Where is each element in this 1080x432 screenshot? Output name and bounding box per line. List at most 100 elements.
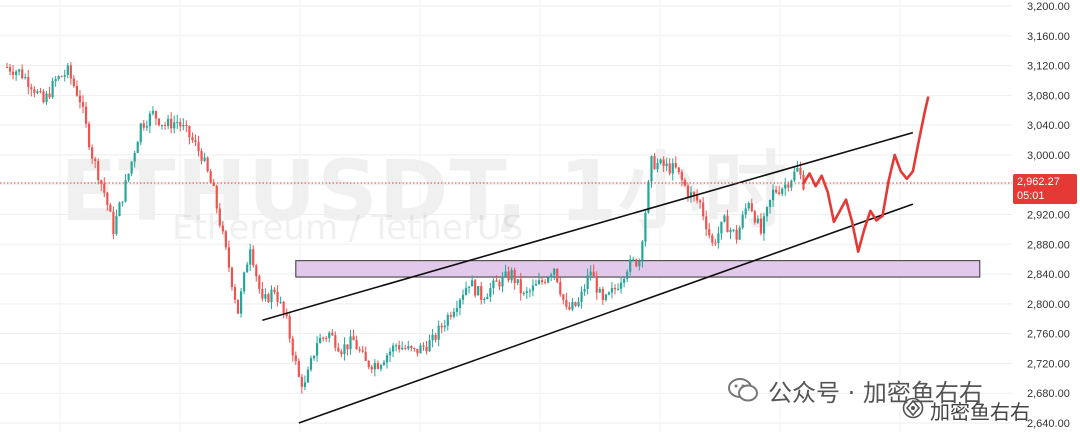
candle-body [543,281,547,283]
candle-body [379,365,383,369]
candle-body [559,282,562,295]
candle-body [258,276,261,290]
candle-body [227,247,231,268]
candle-body [598,288,601,293]
candle-body [157,118,161,126]
candle-body [483,299,486,301]
candle-body [519,279,522,294]
candle-body [385,355,389,363]
candle-body [452,311,455,317]
candle-body [708,229,711,236]
candle-body [668,163,671,174]
candle-body [54,79,57,81]
candle-body [218,208,221,226]
candle-body [440,325,443,328]
candle-body [136,142,139,153]
candle-body [571,302,574,310]
candle-body [492,280,495,289]
candle-body [30,87,33,90]
candle-body [574,302,577,306]
y-tick-label: 2,800.00 [1027,299,1070,311]
candle-body [191,137,194,141]
candle-body [69,65,72,79]
corner-watermark-text: 加密鱼右右 [930,400,1030,424]
candle-body [413,347,416,349]
candle-body [467,286,471,288]
candle-body [72,78,75,86]
candle-body [395,345,398,347]
y-tick-label: 2,720.00 [1027,358,1070,370]
candle-body [303,382,307,387]
candle-body [255,265,258,277]
candle-body [346,344,349,350]
candle-body [419,345,422,354]
candle-body [57,76,60,80]
candle-body [176,121,179,123]
candle-body [510,270,513,281]
candle-body [632,259,635,261]
candle-body [264,294,267,299]
candle-body [148,113,151,127]
candle-body [224,231,227,248]
candle-body [100,180,103,184]
candle-body [626,271,629,279]
candle-body [215,186,218,209]
candle-body [60,76,63,78]
candle-body [334,335,337,348]
candle-body [589,271,592,276]
candle-body [790,180,793,188]
candle-body [115,216,118,235]
candle-body [498,281,501,287]
candle-body [747,203,750,209]
candle-body [78,95,82,103]
candle-body [337,347,340,352]
candle-body [629,259,632,272]
candle-body [343,344,346,355]
candle-body [732,229,735,231]
candle-body [692,192,696,196]
candle-body [239,291,243,314]
candle-body [577,302,580,306]
candle-body [297,361,300,377]
candle-body [212,182,215,187]
candle-body [306,369,310,383]
candle-body [15,71,18,75]
candle-body [179,121,182,127]
candle-body [170,118,173,129]
candle-body [206,157,209,172]
candle-body [516,279,519,284]
candle-body [717,233,720,244]
candle-body [540,280,544,282]
candle-body [443,325,446,328]
candle-body [401,347,404,350]
candle-body [243,272,246,292]
candle-body [656,163,659,170]
candle-body [568,306,571,310]
candle-body [702,202,705,217]
y-tick-label: 2,880.00 [1027,239,1070,251]
candle-body [230,267,234,288]
candle-body [437,325,440,340]
candle-body [27,77,30,88]
candle-body [382,362,386,366]
candle-body [261,289,264,299]
y-tick-label: 2,760.00 [1027,329,1070,341]
candle-body [203,157,206,161]
candle-body [699,200,702,203]
candle-body [182,125,185,127]
candle-body [595,275,598,293]
candle-body [793,171,796,181]
candle-body [586,275,589,290]
candle-body [778,192,781,194]
candle-body [370,366,373,370]
candle-body [534,283,538,286]
candle-body [188,126,191,138]
candle-body [276,291,279,302]
channel-lower-line [298,203,914,424]
candle-body [556,268,559,283]
candle-body [641,241,644,261]
candle-body [349,336,352,350]
candle-body [273,289,276,292]
y-tick-label: 2,680.00 [1027,388,1070,400]
